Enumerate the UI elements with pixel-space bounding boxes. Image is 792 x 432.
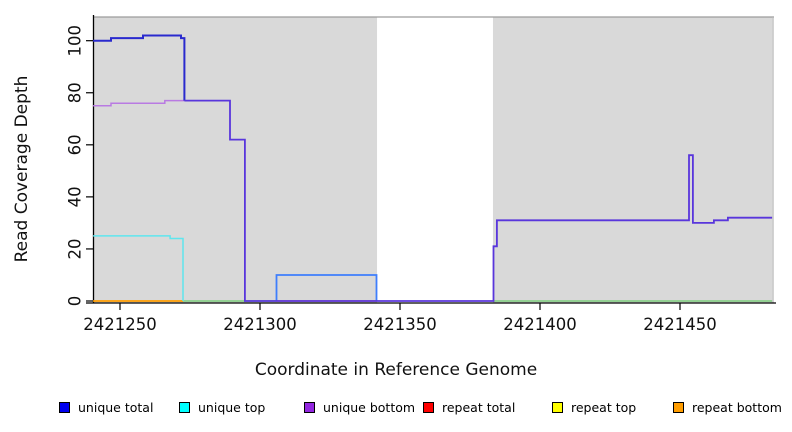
y-tick-label: 60 bbox=[66, 134, 85, 155]
x-axis-label: Coordinate in Reference Genome bbox=[254, 360, 538, 380]
legend-item-unique-total: unique total bbox=[59, 398, 153, 416]
legend-label: repeat bottom bbox=[692, 399, 782, 415]
legend-item-repeat-bottom: repeat bottom bbox=[673, 398, 782, 416]
y-tick-label: 0 bbox=[66, 296, 85, 307]
shaded-region-0 bbox=[93, 17, 378, 303]
legend-label: unique total bbox=[78, 399, 154, 415]
legend-item-unique-bottom: unique bottom bbox=[304, 398, 415, 416]
legend-label: unique top bbox=[198, 399, 266, 415]
x-tick-label: 2421350 bbox=[363, 315, 437, 334]
y-tick-label: 20 bbox=[66, 238, 85, 259]
y-tick-label: 80 bbox=[66, 82, 85, 103]
y-tick-label: 100 bbox=[66, 25, 85, 57]
legend: unique total unique top unique bottom repea… bbox=[0, 398, 792, 418]
legend-swatch-icon bbox=[304, 401, 315, 413]
y-tick-label: 40 bbox=[66, 186, 85, 207]
x-tick-label: 2421450 bbox=[643, 315, 717, 334]
legend-label: unique bottom bbox=[323, 399, 416, 415]
legend-swatch-icon bbox=[673, 401, 684, 413]
legend-item-unique-top: unique top bbox=[179, 398, 265, 416]
legend-label: repeat total bbox=[442, 399, 516, 415]
series-unique-bottom bbox=[93, 99, 185, 107]
series-unique-total-box bbox=[275, 274, 378, 301]
x-tick-label: 2421400 bbox=[503, 315, 577, 334]
legend-swatch-icon bbox=[59, 401, 70, 413]
series-unique-top bbox=[93, 235, 184, 301]
legend-swatch-icon bbox=[552, 401, 563, 413]
x-tick-label: 2421250 bbox=[83, 315, 157, 334]
series-unique-total-left bbox=[93, 34, 186, 101]
legend-label: repeat top bbox=[571, 399, 637, 415]
legend-item-repeat-total: repeat total bbox=[423, 398, 515, 416]
legend-swatch-icon bbox=[423, 401, 434, 413]
y-axis-label: Read Coverage Depth bbox=[12, 75, 32, 263]
shaded-region-1 bbox=[492, 17, 773, 303]
x-tick-label: 2421300 bbox=[223, 315, 297, 334]
series-unique-total-plus-bottom-merged bbox=[184, 99, 773, 302]
legend-swatch-icon bbox=[179, 401, 190, 413]
legend-item-repeat-top: repeat top bbox=[552, 398, 636, 416]
